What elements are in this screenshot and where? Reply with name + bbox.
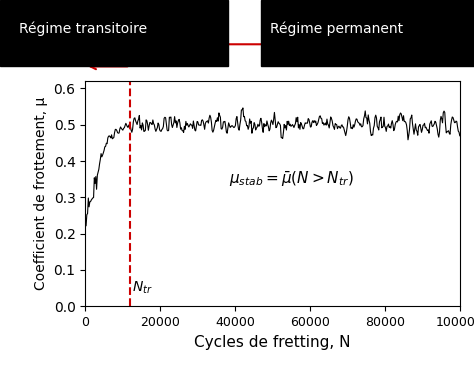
Text: $\mu_{stab} = \bar{\mu}(N > N_{tr})$: $\mu_{stab} = \bar{\mu}(N > N_{tr})$	[229, 170, 354, 189]
X-axis label: Cycles de fretting, N: Cycles de fretting, N	[194, 335, 351, 349]
Y-axis label: Coefficient de frottement, μ: Coefficient de frottement, μ	[34, 97, 48, 290]
Text: Régime transitoire: Régime transitoire	[19, 22, 147, 36]
Text: $N_{tr}$: $N_{tr}$	[132, 280, 153, 296]
Text: Régime permanent: Régime permanent	[270, 22, 403, 36]
